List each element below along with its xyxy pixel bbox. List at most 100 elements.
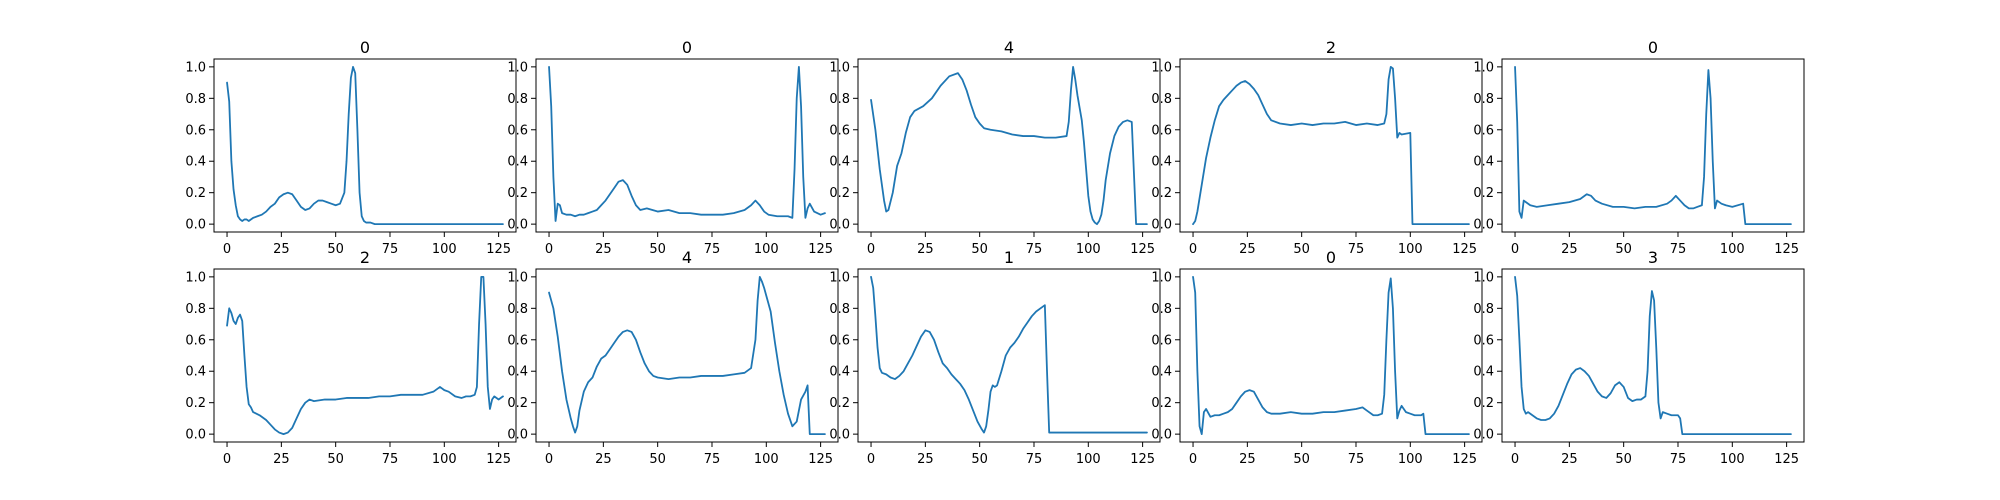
- x-tick-label-8-2: 50: [1293, 452, 1310, 467]
- x-tick-label-5-0: 0: [223, 452, 231, 467]
- x-tick-label-1-5: 125: [808, 242, 833, 257]
- y-tick-label-6-5: 1.0: [507, 270, 528, 285]
- x-tick-label-5-4: 100: [432, 452, 457, 467]
- y-tick-label-1-1: 0.2: [507, 186, 528, 201]
- y-tick-label-4-4: 0.8: [1473, 92, 1494, 107]
- y-tick-label-4-1: 0.2: [1473, 186, 1494, 201]
- x-tick-label-4-4: 100: [1720, 242, 1745, 257]
- y-tick-label-5-3: 0.6: [185, 333, 206, 348]
- subplot-title-0: 0: [360, 38, 370, 57]
- subplot-title-7: 1: [1004, 248, 1014, 267]
- series-line-5-0: [226, 275, 504, 436]
- y-tick-label-6-4: 0.8: [507, 302, 528, 317]
- x-tick-label-2-2: 50: [971, 242, 988, 257]
- x-tick-label-0-5: 125: [486, 242, 511, 257]
- x-tick-label-7-1: 25: [917, 452, 934, 467]
- y-tick-label-6-3: 0.6: [507, 333, 528, 348]
- y-tick-label-0-0: 0.0: [185, 218, 206, 233]
- x-tick-label-5-1: 25: [273, 452, 290, 467]
- y-tick-label-2-3: 0.6: [829, 123, 850, 138]
- y-tick-label-4-2: 0.4: [1473, 155, 1494, 170]
- x-tick-label-3-0: 0: [1189, 242, 1197, 257]
- y-tick-label-3-3: 0.6: [1151, 123, 1172, 138]
- y-tick-label-8-4: 0.8: [1151, 302, 1172, 317]
- x-tick-label-6-0: 0: [545, 452, 553, 467]
- x-tick-label-0-0: 0: [223, 242, 231, 257]
- series-line-1-0: [548, 65, 826, 222]
- series-line-9-0: [1514, 275, 1792, 436]
- y-tick-label-7-0: 0.0: [829, 428, 850, 443]
- y-tick-label-2-2: 0.4: [829, 155, 850, 170]
- x-tick-label-1-4: 100: [754, 242, 779, 257]
- x-tick-label-9-2: 50: [1615, 452, 1632, 467]
- y-tick-label-6-2: 0.4: [507, 365, 528, 380]
- y-tick-label-4-3: 0.6: [1473, 123, 1494, 138]
- y-tick-label-1-4: 0.8: [507, 92, 528, 107]
- x-tick-label-1-2: 50: [649, 242, 666, 257]
- axes-frame-4: [1501, 58, 1805, 233]
- y-tick-label-9-3: 0.6: [1473, 333, 1494, 348]
- y-tick-label-2-1: 0.2: [829, 186, 850, 201]
- x-tick-label-6-2: 50: [649, 452, 666, 467]
- y-tick-label-8-5: 1.0: [1151, 270, 1172, 285]
- axes-frame-0: [213, 58, 517, 233]
- x-tick-label-3-5: 125: [1452, 242, 1477, 257]
- y-tick-label-8-2: 0.4: [1151, 365, 1172, 380]
- x-tick-label-1-0: 0: [545, 242, 553, 257]
- x-tick-label-8-0: 0: [1189, 452, 1197, 467]
- y-tick-label-8-3: 0.6: [1151, 333, 1172, 348]
- x-tick-label-3-4: 100: [1398, 242, 1423, 257]
- y-tick-label-8-1: 0.2: [1151, 396, 1172, 411]
- x-tick-label-6-5: 125: [808, 452, 833, 467]
- axes-frame-1: [535, 58, 839, 233]
- axes-frame-5: [213, 268, 517, 443]
- x-tick-label-0-2: 50: [327, 242, 344, 257]
- y-tick-label-2-0: 0.0: [829, 218, 850, 233]
- x-tick-label-2-4: 100: [1076, 242, 1101, 257]
- x-tick-label-4-0: 0: [1511, 242, 1519, 257]
- y-tick-label-1-0: 0.0: [507, 218, 528, 233]
- x-tick-label-8-5: 125: [1452, 452, 1477, 467]
- x-tick-label-2-1: 25: [917, 242, 934, 257]
- y-tick-label-2-5: 1.0: [829, 60, 850, 75]
- y-tick-label-1-5: 1.0: [507, 60, 528, 75]
- subplot-4: 0 25 50 75 100 125 0.0 0.2 0.4 0.6 0.8 1.0 0: [1473, 38, 1805, 257]
- series-line-3-0: [1192, 65, 1470, 226]
- subplot-title-5: 2: [360, 248, 370, 267]
- subplot-8: 0 25 50 75 100 125 0.0 0.2 0.4 0.6 0.8 1.0 0: [1151, 248, 1483, 467]
- subplot-3: 0 25 50 75 100 125 0.0 0.2 0.4 0.6 0.8 1.0 2: [1151, 38, 1483, 257]
- subplot-5: 0 25 50 75 100 125 0.0 0.2 0.4 0.6 0.8 1.0 2: [185, 248, 517, 467]
- subplot-0: 0 25 50 75 100 125 0.0 0.2 0.4 0.6 0.8 1.0 0: [185, 38, 517, 257]
- y-tick-label-3-4: 0.8: [1151, 92, 1172, 107]
- y-tick-label-9-0: 0.0: [1473, 428, 1494, 443]
- x-tick-label-7-2: 50: [971, 452, 988, 467]
- x-tick-label-2-0: 0: [867, 242, 875, 257]
- axes-frame-7: [857, 268, 1161, 443]
- y-tick-label-5-1: 0.2: [185, 396, 206, 411]
- x-tick-label-7-3: 75: [1026, 452, 1043, 467]
- series-line-6-0: [548, 275, 826, 436]
- y-tick-label-9-4: 0.8: [1473, 302, 1494, 317]
- x-tick-label-0-3: 75: [382, 242, 399, 257]
- x-tick-label-4-5: 125: [1774, 242, 1799, 257]
- x-tick-label-8-4: 100: [1398, 452, 1423, 467]
- x-tick-label-6-3: 75: [704, 452, 721, 467]
- x-tick-label-6-1: 25: [595, 452, 612, 467]
- series-line-2-0: [870, 65, 1148, 226]
- y-tick-label-0-5: 1.0: [185, 60, 206, 75]
- subplot-2: 0 25 50 75 100 125 0.0 0.2 0.4 0.6 0.8 1.0 4: [829, 38, 1161, 257]
- x-tick-label-6-4: 100: [754, 452, 779, 467]
- y-tick-label-5-0: 0.0: [185, 428, 206, 443]
- y-tick-label-5-2: 0.4: [185, 365, 206, 380]
- y-tick-label-7-2: 0.4: [829, 365, 850, 380]
- axes-frame-3: [1179, 58, 1483, 233]
- x-tick-label-9-1: 25: [1561, 452, 1578, 467]
- subplot-7: 0 25 50 75 100 125 0.0 0.2 0.4 0.6 0.8 1.0 1: [829, 248, 1161, 467]
- x-tick-label-1-1: 25: [595, 242, 612, 257]
- y-tick-label-6-1: 0.2: [507, 396, 528, 411]
- subplot-title-3: 2: [1326, 38, 1336, 57]
- x-tick-label-0-4: 100: [432, 242, 457, 257]
- x-tick-label-4-2: 50: [1615, 242, 1632, 257]
- y-tick-label-4-5: 1.0: [1473, 60, 1494, 75]
